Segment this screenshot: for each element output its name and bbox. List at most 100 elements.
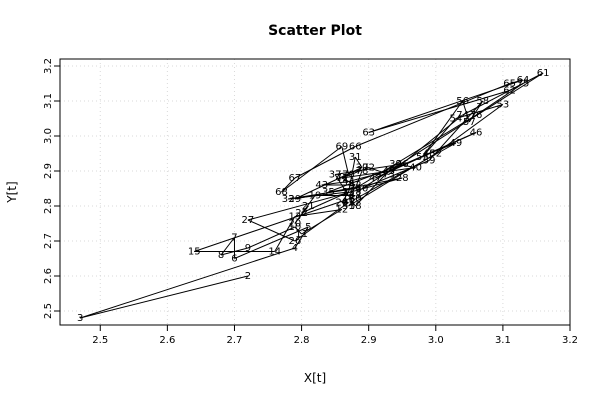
- path-segment: [361, 160, 430, 189]
- path-segment: [348, 195, 356, 200]
- x-axis-title: X[t]: [304, 371, 326, 385]
- point-label: 14: [268, 247, 281, 258]
- point-label: 55: [416, 152, 429, 163]
- point-label: 68: [275, 187, 288, 198]
- point-label: 23: [342, 187, 355, 198]
- path-segment: [361, 72, 544, 189]
- point-label: 64: [517, 75, 530, 86]
- x-tick-label: 2.5: [92, 335, 108, 346]
- point-label: 29: [289, 194, 302, 205]
- point-label: 69: [335, 142, 348, 153]
- point-label: 51: [342, 201, 355, 212]
- path-segment: [294, 226, 302, 235]
- path-segment: [220, 237, 235, 256]
- point-label: 71: [335, 173, 348, 184]
- point-label: 34: [349, 184, 362, 195]
- x-tick-label: 3.0: [428, 335, 444, 346]
- point-label: 61: [537, 68, 550, 79]
- point-label: 39: [389, 159, 402, 170]
- path-segment: [247, 177, 403, 221]
- path-segment: [328, 188, 356, 193]
- point-label: 66: [349, 142, 362, 153]
- path-segment: [462, 83, 524, 116]
- y-tick-label: 2.6: [43, 268, 54, 284]
- point-label: 6: [231, 254, 237, 265]
- path-segment: [274, 216, 296, 252]
- x-axis: 2.5 2.6 2.7 2.8 2.9 3.0 3.1 3.2: [92, 325, 578, 346]
- x-tick-label: 2.8: [294, 335, 310, 346]
- point-label: 8: [218, 250, 224, 261]
- point-label: 56: [456, 96, 469, 107]
- point-label: 42: [349, 180, 362, 191]
- point-label: 53: [497, 100, 510, 111]
- point-label: 5: [305, 222, 311, 233]
- path-segment: [341, 146, 350, 175]
- x-tick-label: 2.9: [361, 335, 377, 346]
- point-label: 72: [362, 163, 375, 174]
- path-segment: [294, 146, 356, 179]
- point-label: 12: [335, 205, 348, 216]
- path-segment: [355, 142, 457, 200]
- path-segment: [281, 146, 343, 193]
- path-segment: [428, 100, 484, 161]
- path-segment: [455, 104, 504, 119]
- point-label: 11: [295, 229, 308, 240]
- x-tick-label: 2.6: [159, 335, 175, 346]
- point-label: 33: [282, 194, 295, 205]
- path-segment: [294, 202, 349, 242]
- point-label: 45: [382, 166, 395, 177]
- path-segment: [509, 79, 524, 84]
- path-segment: [354, 156, 363, 168]
- point-label: 47: [369, 173, 382, 184]
- point-label: 70: [342, 170, 355, 181]
- point-label: 46: [470, 128, 483, 139]
- point-label: 54: [450, 114, 463, 125]
- point-label: 13: [289, 212, 302, 223]
- chart-title: Scatter Plot: [268, 23, 362, 39]
- path-segment: [335, 163, 403, 175]
- point-label: 44: [342, 177, 355, 188]
- path-segment: [388, 114, 463, 175]
- point-label: 74: [456, 110, 469, 121]
- point-label: 4: [292, 243, 298, 254]
- path-segment: [321, 181, 349, 186]
- point-label: 9: [245, 243, 251, 254]
- point-label: 17: [349, 191, 362, 202]
- path-segment: [355, 83, 510, 147]
- path-segment: [301, 191, 349, 214]
- point-label: 31: [349, 152, 362, 163]
- path-segment: [368, 167, 389, 175]
- point-label: 67: [289, 173, 302, 184]
- path-segment: [334, 174, 356, 207]
- point-label: 10: [289, 222, 302, 233]
- point-label: 22: [295, 208, 308, 219]
- y-axis-title: Y[t]: [5, 181, 19, 203]
- path-segment: [355, 114, 477, 189]
- point-label: 24: [335, 198, 348, 209]
- point-label: 32: [342, 187, 355, 198]
- point-label: 57: [463, 117, 476, 128]
- point-label: 43: [315, 180, 328, 191]
- point-label: 38: [349, 201, 362, 212]
- path-segment: [294, 167, 363, 200]
- point-label: 75: [517, 79, 530, 90]
- point-label: 63: [362, 128, 375, 139]
- point-label: 7: [231, 233, 237, 244]
- y-tick-label: 3.2: [43, 58, 54, 74]
- point-label: 50: [349, 194, 362, 205]
- path-segment: [341, 167, 416, 179]
- path-segment: [301, 205, 309, 214]
- point-label: 19: [309, 191, 322, 202]
- path-segment: [234, 226, 309, 259]
- point-label: 16: [342, 194, 355, 205]
- point-label: 52: [429, 149, 442, 160]
- point-label: 77: [349, 184, 362, 195]
- point-label: 37: [329, 170, 342, 181]
- point-label: 25: [342, 198, 355, 209]
- point-label: 35: [322, 187, 335, 198]
- path-segment: [368, 90, 510, 133]
- path-segment: [281, 177, 296, 193]
- point-label: 78: [356, 166, 369, 177]
